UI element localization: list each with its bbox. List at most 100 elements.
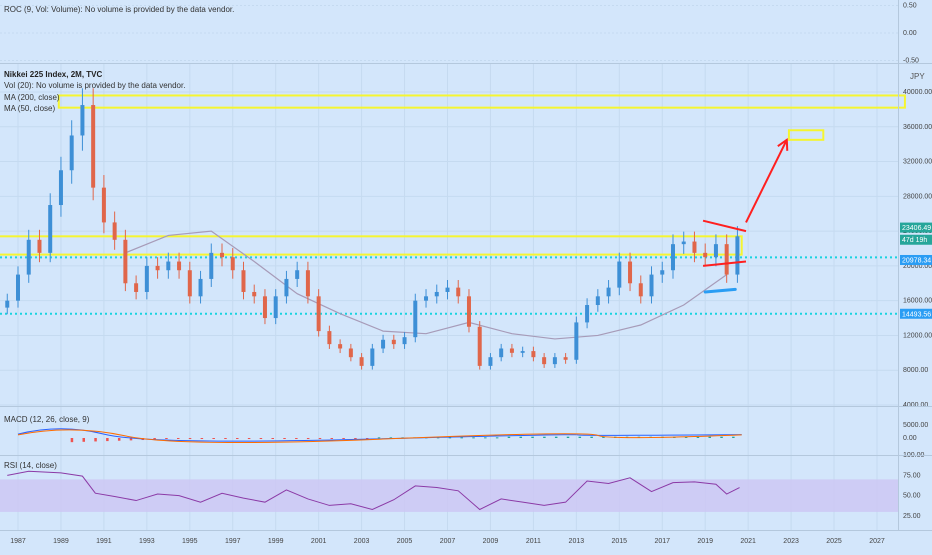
price-tick-label: 20000.00 <box>903 263 932 270</box>
macd-histogram-bar <box>200 438 204 439</box>
rsi-line <box>7 470 740 511</box>
price-tick-label: 12000.00 <box>903 332 932 339</box>
macd-histogram-bar <box>82 438 85 442</box>
candle-body <box>58 170 63 206</box>
candle-body <box>488 357 493 366</box>
rsi-legend: RSI (14, close) <box>4 461 57 470</box>
roc-legend: ROC (9, Vol: Volume): No volume is provi… <box>4 5 235 14</box>
price-tick-label: 36000.00 <box>903 124 932 131</box>
macd-histogram-bar <box>684 436 688 438</box>
macd-legend: MACD (12, 26, close, 9) <box>4 415 90 424</box>
time-tick-label: 2015 <box>612 538 628 545</box>
candle-body <box>338 344 343 349</box>
time-tick-label: 1991 <box>96 538 112 545</box>
roc-tick-label: -0.50 <box>903 58 919 65</box>
rsi-tick-label: 75.00 <box>903 472 921 479</box>
macd-histogram-bar <box>696 436 700 438</box>
macd-histogram-bar <box>460 437 463 439</box>
time-tick-label: 1993 <box>139 538 155 545</box>
candle-body <box>402 337 407 345</box>
pane-divider[interactable] <box>0 455 932 456</box>
candle-body <box>220 252 225 258</box>
level-price-tag-bg <box>900 308 932 319</box>
candle-body <box>305 270 310 297</box>
macd-histogram-bar <box>212 438 215 439</box>
macd-histogram-bar <box>306 438 310 439</box>
candle-body <box>37 239 42 253</box>
candle-body <box>649 274 654 297</box>
price-tick-label: 28000.00 <box>903 193 932 200</box>
candle-body <box>542 357 547 365</box>
level-price-tag: 14493.56 <box>902 311 931 318</box>
candle-body <box>295 270 300 279</box>
candle-body <box>703 252 708 258</box>
candle-body <box>155 265 160 271</box>
macd-histogram-bar <box>377 437 381 439</box>
time-tick-label: 2017 <box>654 538 670 545</box>
time-tick-label: 2011 <box>526 538 541 545</box>
candle-body <box>660 270 665 275</box>
candle-body <box>48 205 53 253</box>
macd-line <box>17 428 742 442</box>
candle-body <box>509 348 514 353</box>
candle-body <box>273 296 278 319</box>
macd-histogram-bar <box>448 437 452 439</box>
candle-body <box>391 339 396 345</box>
candle-body <box>477 326 482 366</box>
time-tick-label: 2009 <box>483 538 499 545</box>
pane-divider[interactable] <box>0 406 932 407</box>
candle-body <box>359 357 364 366</box>
macd-signal-line <box>17 429 742 444</box>
macd-histogram-bar <box>365 438 369 439</box>
roc-tick-label: 0.50 <box>903 3 917 10</box>
price-tick-label: 32000.00 <box>903 159 932 166</box>
macd-histogram-bar <box>342 438 345 439</box>
macd-histogram-bar <box>330 438 334 439</box>
candle-body <box>585 305 590 323</box>
candle-body <box>101 187 106 223</box>
candle-body <box>316 296 321 332</box>
candle-body <box>166 261 171 271</box>
lower-trend-line <box>702 260 747 267</box>
time-axis-divider <box>0 530 932 531</box>
macd-histogram-bar <box>519 436 523 438</box>
price-zone-box <box>0 235 743 256</box>
macd-histogram-bar <box>720 436 723 438</box>
macd-histogram-bar <box>554 436 558 438</box>
symbol-title: Nikkei 225 Index, 2M, TVC <box>4 70 103 79</box>
candle-body <box>670 244 675 271</box>
target-arrow-head <box>777 137 789 151</box>
time-tick-label: 1987 <box>10 538 26 545</box>
macd-histogram-bar <box>389 437 393 439</box>
candle-body <box>16 274 20 301</box>
macd-histogram-bar <box>472 437 475 439</box>
rsi-band <box>0 479 898 512</box>
candle-body <box>531 351 536 358</box>
candle-body <box>499 348 504 358</box>
time-tick-label: 2023 <box>783 538 799 545</box>
candle-body <box>552 357 557 365</box>
macd-histogram-bar <box>602 436 605 438</box>
rsi-tick-label: 50.00 <box>903 493 921 500</box>
pane-divider[interactable] <box>0 63 932 64</box>
macd-histogram-bar <box>224 438 227 439</box>
candle-body <box>284 278 289 297</box>
candle-body <box>144 265 149 292</box>
ma200-legend: MA (200, close) <box>4 93 60 102</box>
candle-body <box>381 339 386 349</box>
candle-body <box>445 287 450 292</box>
support-trend-line <box>703 287 737 294</box>
macd-histogram-bar <box>188 438 192 439</box>
target-arrow-shaft <box>745 139 788 223</box>
macd-histogram-bar <box>495 437 499 439</box>
macd-histogram-bar <box>153 438 156 440</box>
candle-body <box>112 222 117 240</box>
candle-body <box>69 135 74 171</box>
currency-label: JPY <box>910 72 925 81</box>
ma50-legend: MA (50, close) <box>4 104 56 113</box>
roc-tick-label: 0.00 <box>903 30 917 37</box>
time-tick-label: 2027 <box>869 538 885 545</box>
candle-body <box>466 296 471 327</box>
